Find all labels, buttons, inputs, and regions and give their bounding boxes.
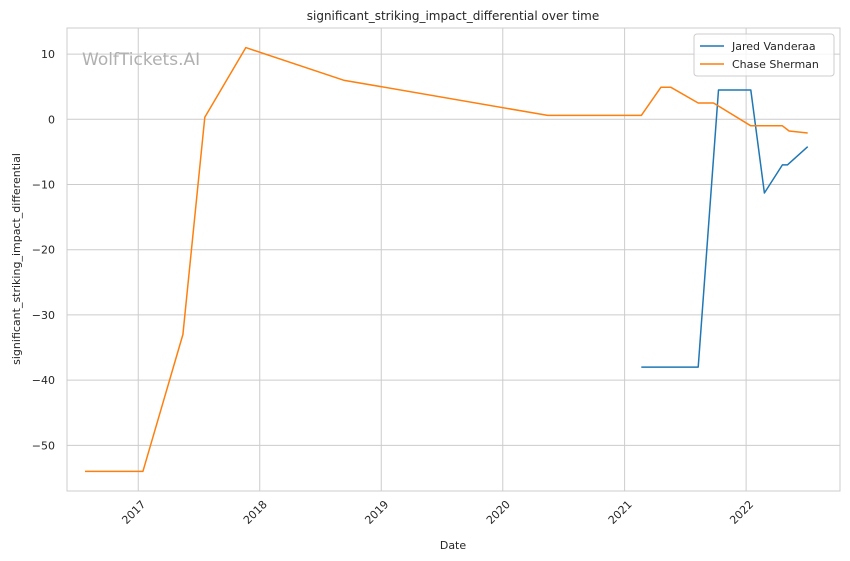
legend-box — [693, 33, 835, 77]
watermark: WolfTickets.AI — [82, 50, 200, 70]
y-tick-label: 10 — [41, 48, 55, 61]
series-line-chase-sherman — [85, 46, 808, 473]
y-tick-label: −10 — [32, 179, 55, 192]
y-axis-ticks: 10 0 −10 −20 −30 −40 −50 — [32, 48, 55, 452]
chart-title: significant_striking_impact_differential… — [307, 9, 599, 23]
y-tick-label: −50 — [32, 439, 55, 452]
y-tick-label: −20 — [32, 244, 55, 257]
y-tick-label: 0 — [48, 113, 55, 126]
y-tick-label: −30 — [32, 309, 55, 322]
legend-label-chase-sherman: Chase Sherman — [732, 58, 819, 71]
x-axis-label: Date — [440, 539, 467, 552]
y-tick-label: −40 — [32, 374, 55, 387]
plot-frame — [66, 27, 841, 492]
series-line-jared-vanderaa — [641, 89, 809, 368]
series-layer — [85, 46, 809, 473]
y-axis-label: significant_striking_impact_differential — [10, 153, 23, 365]
legend: Jared Vanderaa Chase Sherman — [693, 33, 835, 77]
legend-label-jared-vanderaa: Jared Vanderaa — [731, 40, 816, 53]
grid — [67, 28, 840, 491]
